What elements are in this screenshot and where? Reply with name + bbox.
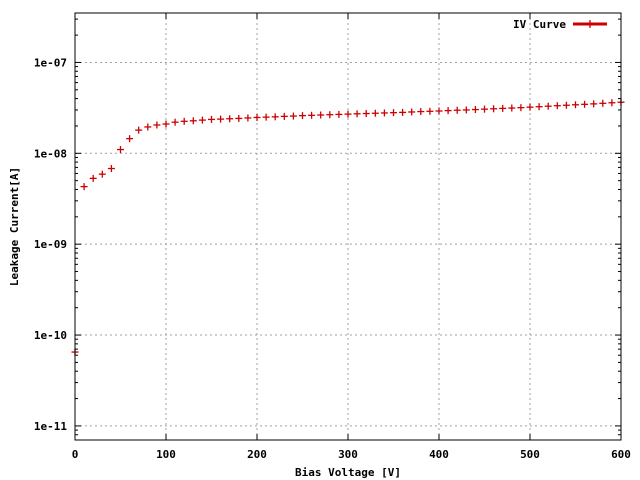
x-tick-label: 600 [611,448,631,461]
data-point [608,99,616,107]
data-point [144,123,152,131]
data-point [426,107,434,115]
x-tick-label: 0 [72,448,79,461]
data-point [517,104,525,112]
data-point [535,103,543,111]
data-point [335,110,343,118]
data-point [226,115,234,123]
data-point [299,112,306,120]
data-point [453,106,461,114]
data-point [271,113,279,121]
y-tick-label: 1e-11 [34,420,67,433]
data-point [308,111,316,119]
data-point [471,106,479,114]
data-point [481,105,488,113]
y-tick-label: 1e-09 [34,238,67,251]
x-tick-label: 200 [247,448,267,461]
data-point [244,114,252,122]
data-point [180,117,188,125]
data-point [581,100,589,108]
data-point [198,116,206,124]
data-point [572,101,579,109]
data-point [80,183,88,191]
data-point [590,100,598,108]
x-tick-label: 100 [156,448,176,461]
data-points [71,98,625,356]
data-point [371,109,379,117]
data-point [417,108,425,116]
legend: IV Curve [513,18,607,31]
grid [75,13,621,440]
data-point [89,174,97,182]
data-point [153,121,161,129]
data-point [544,102,552,110]
y-tick-label: 1e-10 [34,329,67,342]
data-point [171,118,179,126]
data-point [362,110,370,118]
data-point [508,104,516,112]
data-point [262,113,270,121]
data-point [126,135,134,143]
tick-labels: 0 100 200 300 400 500 600 1e-11 1e-10 1e-09 1e-08 1… [34,56,631,461]
data-point [444,107,452,115]
data-point [526,103,534,111]
data-point [435,107,443,115]
legend-label: IV Curve [513,18,566,31]
x-tick-label: 500 [520,448,540,461]
data-point [107,165,115,173]
y-tick-label: 1e-08 [34,147,67,160]
y-axis-label: Leakage Current[A] [8,167,21,286]
data-point [235,114,243,122]
x-axis-label: Bias Voltage [V] [295,466,401,479]
data-point [162,120,170,128]
data-point [353,110,361,118]
data-point [217,115,225,123]
data-point [380,109,388,117]
x-tick-label: 400 [429,448,449,461]
data-point [135,126,143,134]
data-point [399,108,407,116]
y-tick-label: 1e-07 [34,56,67,69]
data-point [462,106,470,114]
data-point [317,111,325,119]
data-point [253,113,261,121]
data-point [408,108,416,116]
plot-frame [74,12,622,441]
data-point [326,111,334,119]
data-point [98,170,106,178]
x-tick-label: 300 [338,448,358,461]
data-point [499,104,507,112]
data-point [208,115,215,123]
data-point [344,110,352,118]
data-point [189,117,197,125]
axis-ticks [74,13,622,440]
data-point [553,102,561,110]
data-point [599,99,607,107]
data-point [490,105,498,113]
data-point [390,109,397,117]
data-point [562,101,570,109]
data-point [117,146,124,154]
data-point [280,112,288,120]
data-point [289,112,297,120]
